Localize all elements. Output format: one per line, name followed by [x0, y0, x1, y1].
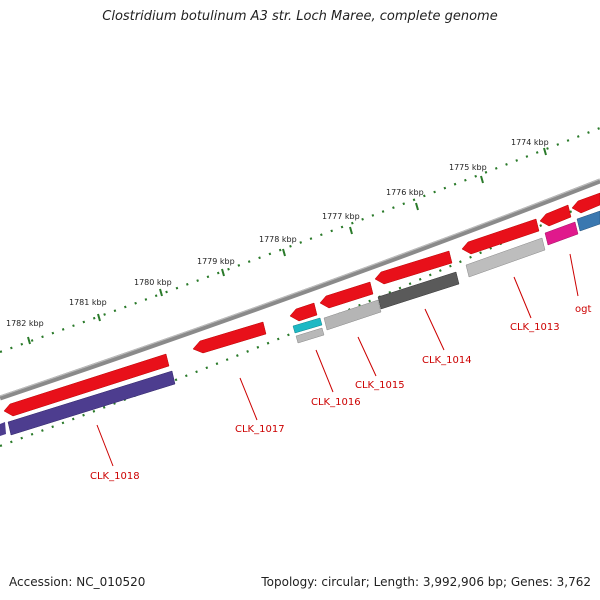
reverse-strand-genes	[0, 210, 600, 436]
leader-clk1016	[315, 349, 334, 393]
leader-clk1013	[513, 276, 532, 319]
tick-1782	[27, 336, 31, 345]
kbp-label-1779: 1779 kbp	[197, 257, 235, 266]
gene-label-clk1017[interactable]: CLK_1017	[235, 424, 285, 435]
gene-clk1013[interactable]	[465, 237, 546, 278]
gene-forward-clk1018[interactable]	[3, 353, 170, 417]
outer-major-ticks	[27, 147, 547, 345]
gene-forward-clk1016[interactable]	[289, 302, 318, 322]
genome-backbone-highlight	[0, 178, 600, 397]
tick-1778	[282, 248, 286, 257]
gene-forward-clk1013[interactable]	[461, 218, 540, 255]
tick-1781	[97, 313, 101, 322]
gene-right-edge[interactable]	[576, 210, 600, 232]
tick-1774	[543, 147, 547, 156]
kbp-label-1775: 1775 kbp	[449, 163, 487, 172]
forward-strand-genes	[3, 192, 600, 417]
label-leader-lines	[96, 253, 579, 467]
tick-1777	[349, 226, 353, 235]
gene-clk1015[interactable]	[323, 299, 382, 331]
kbp-label-1780: 1780 kbp	[134, 278, 172, 287]
accession-text: Accession: NC_010520	[9, 575, 146, 589]
gene-forward-clk1017[interactable]	[192, 321, 267, 354]
genome-summary-text: Topology: circular; Length: 3,992,906 bp…	[261, 575, 591, 589]
gene-label-ogt[interactable]: ogt	[575, 304, 591, 315]
kbp-label-1781: 1781 kbp	[69, 298, 107, 307]
page-title: Clostridium botulinum A3 str. Loch Maree…	[102, 9, 498, 24]
tick-1775	[480, 175, 484, 184]
gene-label-clk1018[interactable]: CLK_1018	[90, 471, 140, 482]
tick-1776	[415, 202, 419, 211]
leader-clk1015	[357, 336, 377, 377]
gene-clk1016[interactable]	[292, 317, 323, 334]
gene-forward-ogt[interactable]	[539, 204, 572, 227]
gene-label-clk1014[interactable]: CLK_1014	[422, 355, 472, 366]
gene-clk1016-lower[interactable]	[295, 327, 325, 344]
gene-label-clk1013[interactable]: CLK_1013	[510, 322, 560, 333]
kbp-label-1774: 1774 kbp	[511, 138, 549, 147]
gene-label-clk1016[interactable]: CLK_1016	[311, 397, 361, 408]
kbp-label-1782: 1782 kbp	[6, 319, 44, 328]
gene-clk1018-left-stub[interactable]	[0, 422, 6, 436]
gene-forward-edge[interactable]	[571, 192, 600, 214]
gene-clk1018[interactable]	[7, 370, 176, 436]
leader-ogt	[569, 253, 579, 297]
kbp-label-1777: 1777 kbp	[322, 212, 360, 221]
genome-backbone	[0, 178, 600, 401]
gene-ogt[interactable]	[544, 221, 579, 246]
gene-forward-clk1015[interactable]	[319, 281, 374, 309]
leader-clk1017	[239, 377, 258, 421]
gene-forward-clk1014[interactable]	[374, 250, 453, 285]
kbp-label-1776: 1776 kbp	[386, 188, 424, 197]
tick-1780	[159, 288, 163, 297]
leader-clk1018	[96, 424, 114, 467]
leader-clk1014	[424, 308, 445, 351]
gene-clk1014[interactable]	[377, 271, 460, 310]
tick-1779	[221, 268, 225, 277]
gene-label-clk1015[interactable]: CLK_1015	[355, 380, 405, 391]
kbp-label-1778: 1778 kbp	[259, 235, 297, 244]
